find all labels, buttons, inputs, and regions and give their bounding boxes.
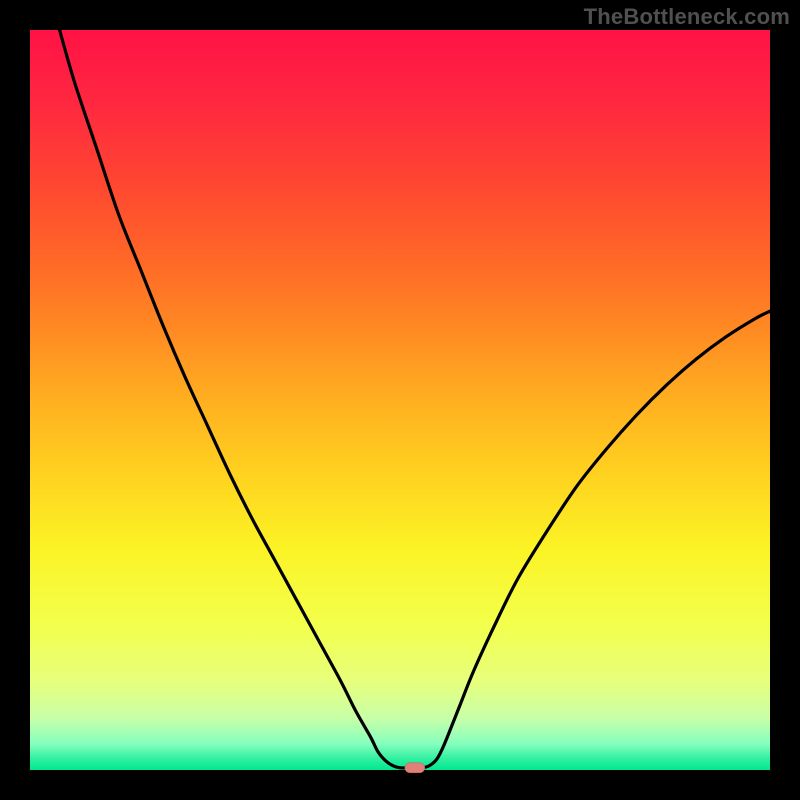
chart-plot-bg <box>30 30 770 770</box>
bottleneck-chart <box>0 0 800 800</box>
chart-container: TheBottleneck.com <box>0 0 800 800</box>
optimal-point-marker <box>405 763 425 773</box>
